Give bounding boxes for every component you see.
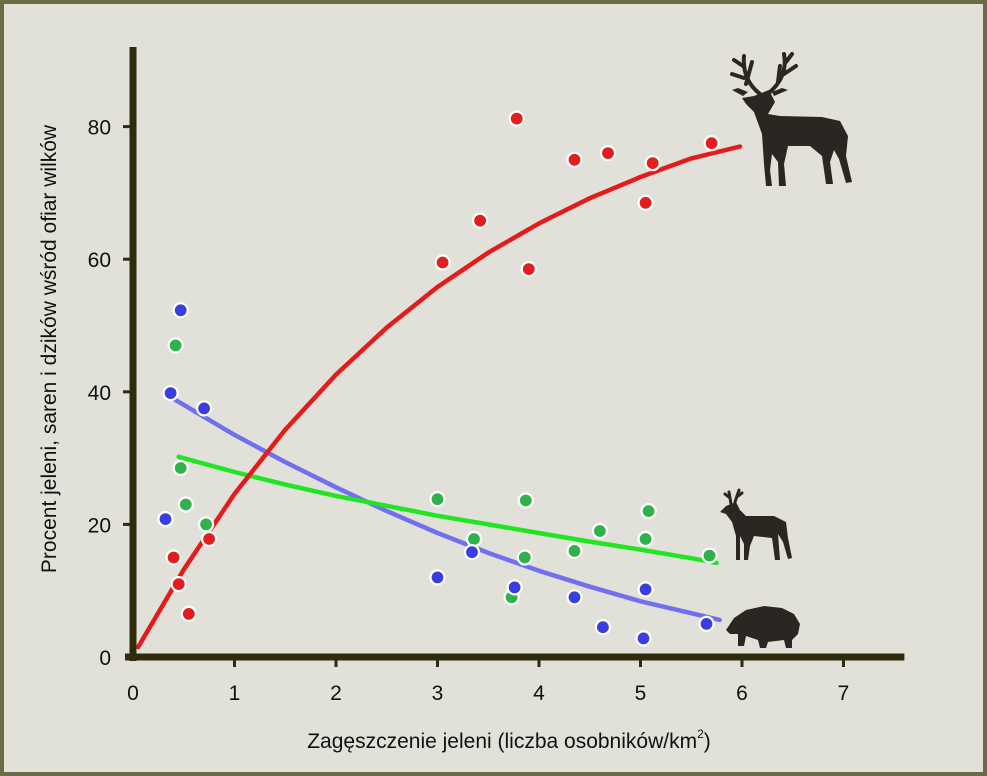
y-tick-label: 60 [88,249,111,272]
x-axis-title: Zagęszczenie jeleni (liczba osobników/km… [307,727,711,753]
red-deer-trend-line [135,144,743,650]
roe-deer-point [591,522,609,540]
roe-deer-point [640,503,657,520]
red-deer-point [520,261,537,278]
x-tick-label: 0 [127,682,139,705]
red-deer-point [170,575,187,593]
y-axis-title: Procent jeleni, saren i dzików wśród ofi… [38,124,61,573]
red-deer-point [165,549,182,566]
x-tick-label: 6 [736,682,748,705]
wild-boar-silhouette-icon [726,606,800,648]
wild-boar-point [157,510,174,528]
roe-deer-point [167,337,184,354]
roe-deer-point [465,530,483,548]
x-tick-label: 3 [432,682,444,705]
axes [125,47,905,661]
x-tick-label: 5 [635,682,647,705]
y-tick-label: 0 [99,647,111,670]
red-deer-point [472,212,489,229]
wild-boar-point [506,579,523,596]
tick-labels: 0 1 2 3 4 5 6 7 0 20 40 60 80 [88,117,850,705]
red-deer-point [566,151,583,168]
red-deer-point [180,605,197,623]
red-deer-point [644,155,661,172]
wild-boar-point [637,581,654,598]
wild-boar-point [698,615,715,633]
wild-boar-point [635,630,652,647]
wild-boar-point [162,385,179,402]
x-tick-label: 1 [229,682,241,705]
wild-boar-point [566,589,583,606]
red-deer-point [434,254,451,271]
red-deer-point [703,135,720,152]
wild-boar-point [196,400,213,417]
red-deer-point [508,110,525,127]
roe-deer-point [172,459,189,477]
wild-boar-point [594,619,612,636]
x-tick-label: 4 [533,682,545,705]
roe-deer-point [517,492,534,509]
data-points [157,110,720,647]
trend-lines [135,144,743,650]
scatter-chart: 0 1 2 3 4 5 6 7 0 20 40 60 80 Zagęszczenie jeleni (l… [38,47,905,753]
red-deer-point [201,530,218,548]
wild-boar-trend-line [168,394,722,623]
roe-deer-point [177,496,194,513]
red-deer-point [599,145,617,162]
roe-deer-point [566,542,583,560]
roe-deer-point [637,530,654,548]
roe-deer-point [429,491,446,508]
y-tick-label: 40 [88,382,111,405]
chart-frame: 0 1 2 3 4 5 6 7 0 20 40 60 80 Zagęszczenie jeleni (l… [4,4,983,772]
wild-boar-point [429,569,446,586]
roe-deer-trend-line [176,454,719,566]
x-tick-label: 2 [330,682,342,705]
y-tick-label: 80 [88,117,111,140]
wild-boar-point [463,544,481,561]
y-tick-label: 20 [88,514,111,537]
red-deer-point [637,194,654,211]
roe-deer-silhouette-icon [720,488,792,560]
roe-deer-point [516,549,533,566]
red-deer-silhouette-icon [730,52,852,186]
roe-deer-point [198,516,215,533]
wild-boar-point [172,302,189,319]
roe-deer-point [701,547,718,564]
x-tick-label: 7 [838,682,850,705]
